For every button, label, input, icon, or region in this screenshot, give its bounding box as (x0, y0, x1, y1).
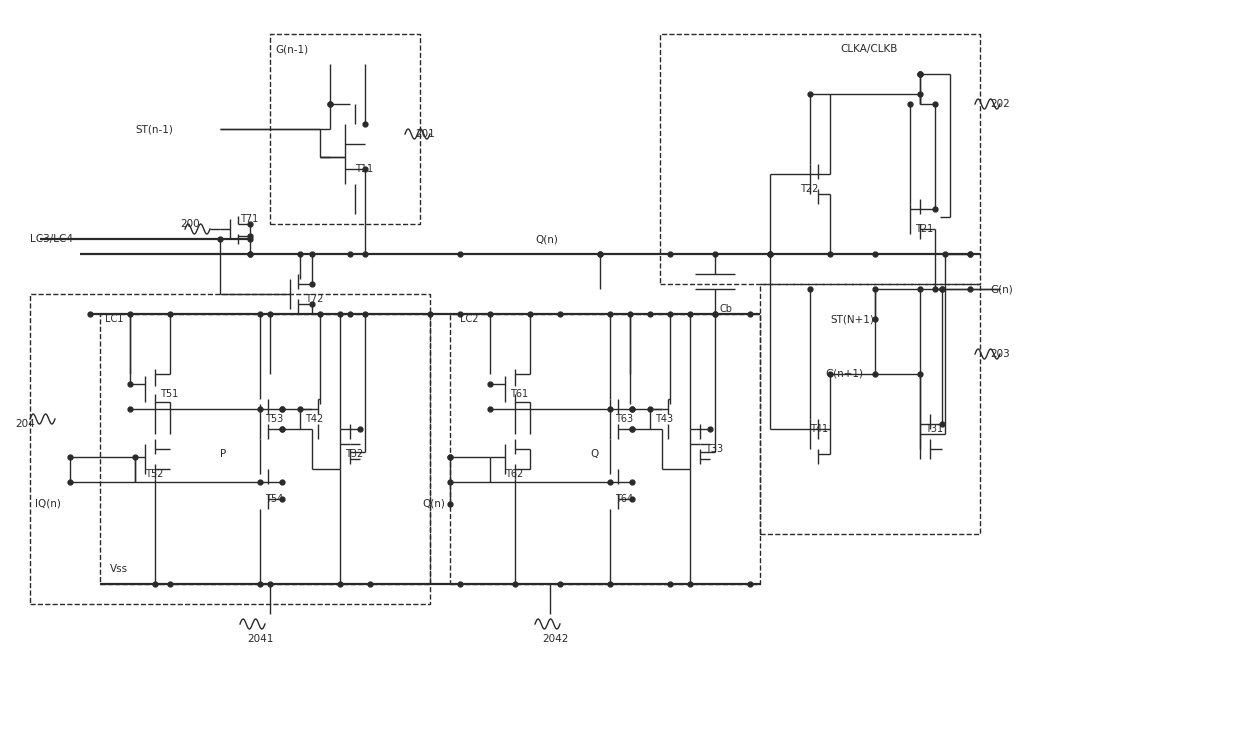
Text: T32: T32 (345, 449, 363, 459)
Text: T53: T53 (265, 414, 283, 424)
Text: Cb: Cb (720, 304, 733, 314)
Text: T71: T71 (241, 214, 258, 224)
Text: T11: T11 (355, 164, 373, 174)
Text: Q: Q (590, 449, 598, 459)
Text: 204: 204 (15, 419, 35, 429)
Text: 202: 202 (990, 99, 1009, 109)
Text: ST(n-1): ST(n-1) (135, 124, 172, 134)
Text: T64: T64 (615, 494, 634, 504)
Text: T33: T33 (706, 444, 723, 454)
Text: G(n+1): G(n+1) (825, 369, 863, 379)
Text: T41: T41 (810, 424, 828, 434)
Text: 2041: 2041 (247, 634, 273, 644)
Text: G(n): G(n) (990, 284, 1013, 294)
Text: Q(n): Q(n) (422, 499, 445, 509)
Text: T72: T72 (305, 294, 324, 304)
Text: P: P (219, 449, 226, 459)
Text: 200: 200 (180, 219, 200, 229)
Text: T62: T62 (505, 469, 523, 479)
Text: T42: T42 (305, 414, 324, 424)
Text: IQ(n): IQ(n) (35, 499, 61, 509)
Text: Q(n): Q(n) (534, 234, 558, 244)
Text: T63: T63 (615, 414, 634, 424)
Text: T52: T52 (145, 469, 164, 479)
Text: 201: 201 (415, 129, 435, 139)
Text: T51: T51 (160, 389, 179, 399)
Text: CLKA/CLKB: CLKA/CLKB (839, 44, 898, 54)
Text: LC1: LC1 (105, 314, 123, 324)
Text: 2042: 2042 (542, 634, 568, 644)
Text: T21: T21 (915, 224, 934, 234)
Text: T54: T54 (265, 494, 283, 504)
Text: T43: T43 (655, 414, 673, 424)
Text: Vss: Vss (110, 564, 128, 574)
Text: 203: 203 (990, 349, 1009, 359)
Text: LC2: LC2 (460, 314, 479, 324)
Text: LC3/LC4: LC3/LC4 (30, 234, 73, 244)
Text: T31: T31 (925, 424, 944, 434)
Text: ST(N+1): ST(N+1) (830, 314, 874, 324)
Text: T61: T61 (510, 389, 528, 399)
Text: G(n-1): G(n-1) (275, 44, 308, 54)
Text: T22: T22 (800, 184, 818, 194)
